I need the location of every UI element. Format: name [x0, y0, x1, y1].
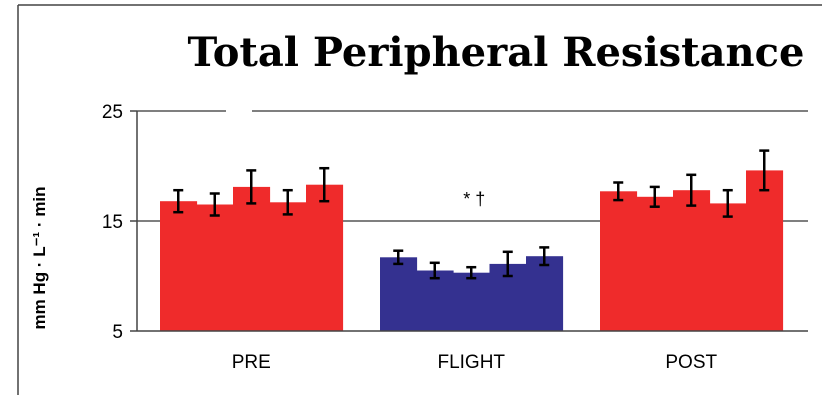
- bar-post-5: [746, 170, 784, 331]
- bar-post-3: [673, 190, 711, 331]
- bars: [160, 170, 784, 331]
- labels: PRE FLIGHT POST 5 15 25 * †: [102, 102, 718, 373]
- bar-pre-4: [269, 202, 307, 331]
- category-label-pre: PRE: [232, 352, 271, 373]
- bar-flight-1: [380, 257, 418, 331]
- error-bars: [173, 149, 770, 280]
- category-label-flight: FLIGHT: [437, 352, 505, 373]
- bar-flight-2: [416, 270, 454, 331]
- bar-post-4: [709, 203, 747, 331]
- bar-flight-3: [453, 272, 491, 331]
- bar-pre-2: [196, 204, 234, 331]
- y-tick-label-5: 5: [112, 322, 123, 343]
- bar-pre-1: [160, 201, 198, 331]
- chart-title: Total Peripheral Resistance: [188, 29, 805, 76]
- category-label-post: POST: [665, 352, 717, 373]
- bar-post-1: [600, 191, 638, 331]
- bar-post-2: [636, 196, 674, 331]
- y-tick-label-15: 15: [102, 212, 123, 233]
- bar-pre-3: [233, 186, 271, 331]
- bar-flight-5: [526, 256, 564, 331]
- y-tick-label-25: 25: [102, 102, 123, 123]
- axes: [130, 110, 808, 332]
- bar-pre-5: [306, 184, 344, 331]
- y-axis-label: mm Hg · L⁻¹ · min: [30, 186, 49, 329]
- significance-annotation: * †: [463, 189, 485, 209]
